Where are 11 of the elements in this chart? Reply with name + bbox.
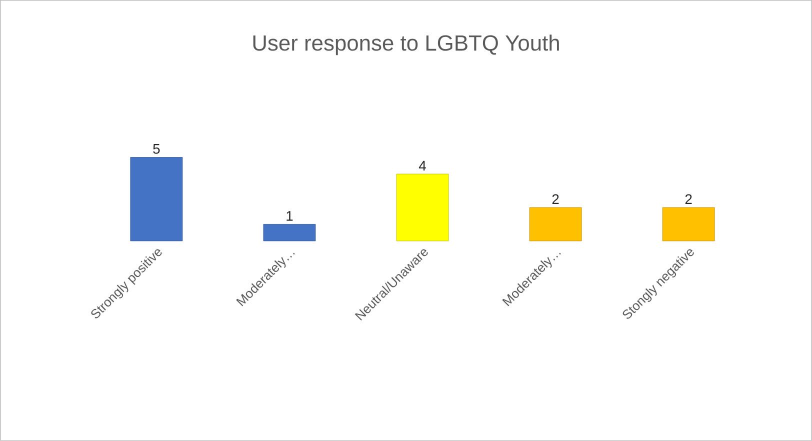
data-label: 2 [685, 194, 692, 204]
data-label: 2 [552, 194, 559, 204]
bar [529, 207, 582, 242]
bar [263, 224, 316, 242]
data-label: 4 [418, 160, 426, 171]
bar [130, 157, 183, 242]
data-label: 1 [286, 211, 293, 221]
data-label: 5 [153, 144, 160, 154]
chart-title: User response to LGBTQ Youth [253, 34, 559, 56]
bar [662, 207, 715, 242]
bar [396, 174, 449, 242]
